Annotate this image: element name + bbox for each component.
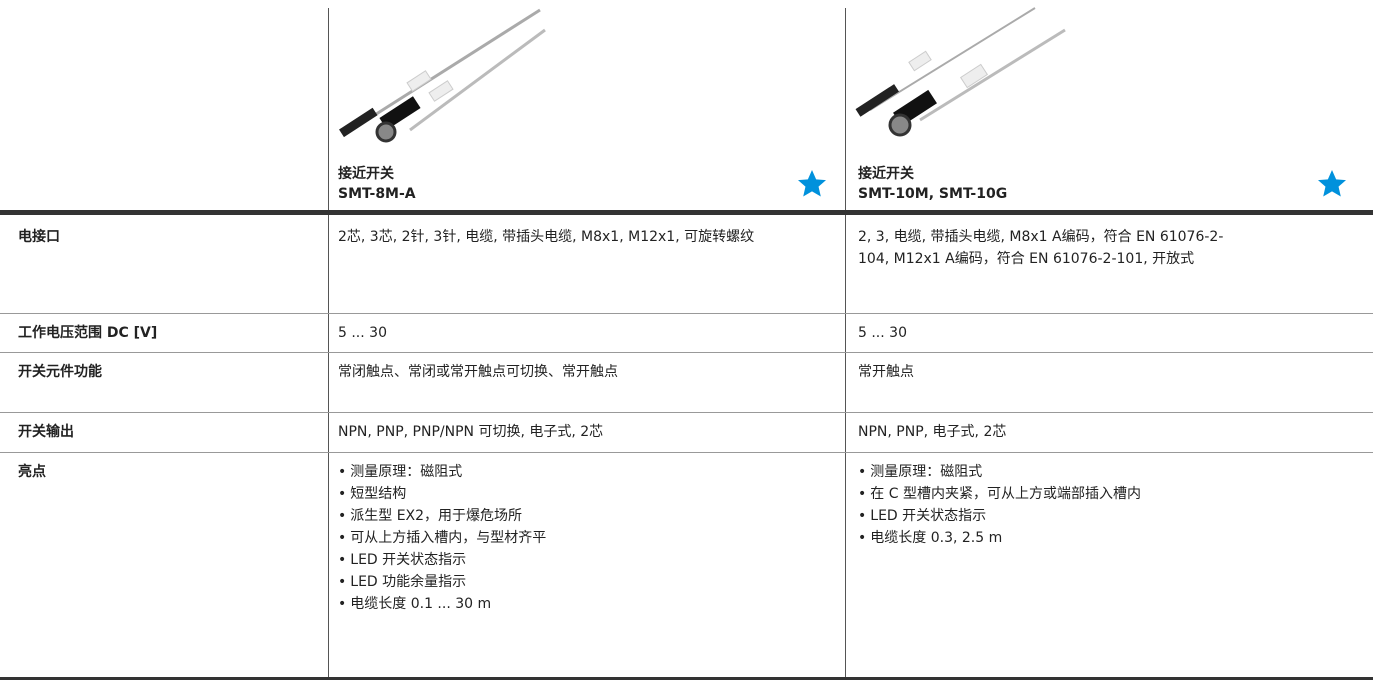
product-heading: 接近开关 SMT-8M-A <box>338 164 416 204</box>
cell: 常开触点 <box>858 364 914 380</box>
row-rule <box>0 352 1373 353</box>
row-label: 亮点 <box>18 464 46 480</box>
row-label: 开关输出 <box>18 424 74 440</box>
product-heading: 接近开关 SMT-10M, SMT-10G <box>858 164 1007 204</box>
feature-list: 测量原理：磁阻式短型结构派生型 EX2，用于爆危场所可从上方插入槽内，与型材齐平… <box>338 461 546 615</box>
cell: NPN, PNP, PNP/NPN 可切换, 电子式, 2芯 <box>338 424 604 440</box>
cell: NPN, PNP, 电子式, 2芯 <box>858 424 1007 440</box>
column-divider <box>328 8 329 680</box>
cell: 5 ... 30 <box>338 325 387 341</box>
feature-item: LED 开关状态指示 <box>858 505 1141 527</box>
feature-item: LED 功能余量指示 <box>338 571 546 593</box>
feature-item: 可从上方插入槽内，与型材齐平 <box>338 527 546 549</box>
feature-list: 测量原理：磁阻式在 C 型槽内夹紧，可从上方或端部插入槽内LED 开关状态指示电… <box>858 461 1141 549</box>
cell: 5 ... 30 <box>858 325 907 341</box>
feature-item: 测量原理：磁阻式 <box>338 461 546 483</box>
product-type: 接近开关 <box>858 166 914 182</box>
row-label: 开关元件功能 <box>18 364 102 380</box>
header-rule <box>0 210 1373 215</box>
feature-item: 电缆长度 0.1 ... 30 m <box>338 593 546 615</box>
cell: 2芯, 3芯, 2针, 3针, 电缆, 带插头电缆, M8x1, M12x1, … <box>338 229 755 245</box>
product-image <box>339 8 546 143</box>
favorite-star[interactable] <box>796 168 828 200</box>
product-type: 接近开关 <box>338 166 394 182</box>
feature-item: LED 开关状态指示 <box>338 549 546 571</box>
row-label: 工作电压范围 DC [V] <box>18 325 158 341</box>
row-rule <box>0 452 1373 453</box>
favorite-star[interactable] <box>1316 168 1348 200</box>
product-image <box>855 7 1066 137</box>
column-divider <box>845 8 846 680</box>
row-rule <box>0 313 1373 314</box>
cell: 常闭触点、常闭或常开触点可切换、常开触点 <box>338 364 618 380</box>
product-model: SMT-8M-A <box>338 186 416 202</box>
row-rule <box>0 412 1373 413</box>
feature-item: 短型结构 <box>338 483 546 505</box>
feature-item: 在 C 型槽内夹紧，可从上方或端部插入槽内 <box>858 483 1141 505</box>
cell: 2, 3, 电缆, 带插头电缆, M8x1 A编码，符合 EN 61076-2-… <box>858 229 1224 267</box>
row-label: 电接口 <box>18 229 60 245</box>
product-model: SMT-10M, SMT-10G <box>858 186 1008 202</box>
feature-item: 测量原理：磁阻式 <box>858 461 1141 483</box>
feature-item: 派生型 EX2，用于爆危场所 <box>338 505 546 527</box>
bottom-rule <box>0 677 1373 680</box>
feature-item: 电缆长度 0.3, 2.5 m <box>858 527 1141 549</box>
